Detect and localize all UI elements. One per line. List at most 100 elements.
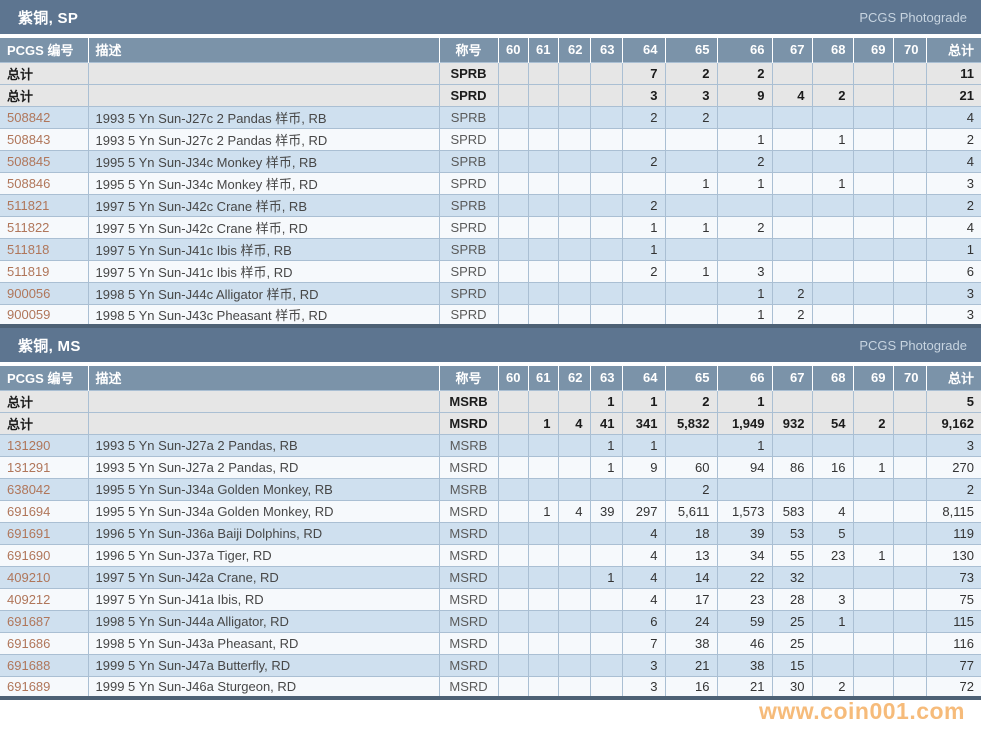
pcgs-number-cell: 508846 <box>0 171 89 195</box>
pcgs-number-link[interactable]: 900059 <box>7 306 51 322</box>
pcgs-number-link[interactable]: 691690 <box>7 547 51 563</box>
pcgs-number-link[interactable]: 131290 <box>7 437 51 453</box>
grade-count-cell: 3 <box>664 83 718 107</box>
grade-count-cell <box>771 149 813 173</box>
coin-description: 1995 5 Yn Sun-J34a Golden Monkey, RB <box>87 477 440 501</box>
grade-count-cell <box>497 411 529 435</box>
grade-count-cell <box>892 411 927 435</box>
pcgs-number-link[interactable]: 691694 <box>7 503 51 519</box>
pcgs-number-link[interactable]: 511821 <box>7 197 50 213</box>
grade-count-cell: 3 <box>811 587 854 611</box>
coin-row: 409212 1997 5 Yn Sun-J41a Ibis, RD MSRD 4 17… <box>0 587 981 611</box>
grade-count-cell <box>497 565 529 589</box>
grade-count-cell <box>811 433 854 457</box>
pcgs-number-cell: 691694 <box>0 499 89 523</box>
grade-count-cell <box>589 83 623 107</box>
grade-count-cell <box>557 477 591 501</box>
grade-count-cell <box>527 455 559 479</box>
grade-count-cell <box>771 433 813 457</box>
coin-row: 131291 1993 5 Yn Sun-J27a 2 Pandas, RD MSR… <box>0 455 981 479</box>
grade-count-cell <box>589 149 623 173</box>
grade-count-cell <box>621 477 666 501</box>
grade-count-cell <box>892 675 927 699</box>
coin-description: 1993 5 Yn Sun-J27c 2 Pandas 样币, RB <box>87 105 440 129</box>
pcgs-number-link[interactable]: 508842 <box>7 109 51 125</box>
coin-row: 511822 1997 5 Yn Sun-J42c Crane 样币, RD SPR… <box>0 215 981 239</box>
grade-count-cell <box>852 193 894 217</box>
pcgs-number-link[interactable]: 508846 <box>7 175 51 191</box>
total-row-label: 总计 <box>0 61 89 85</box>
total-row-label: 总计 <box>0 411 89 435</box>
grade-count-cell <box>852 609 894 633</box>
grade-count-cell <box>497 303 529 327</box>
grade-count-cell <box>892 631 927 655</box>
grade-count-cell <box>497 281 529 305</box>
grade-count-cell <box>557 149 591 173</box>
pcgs-number-link[interactable]: 511818 <box>7 241 50 257</box>
grade-count-cell: 18 <box>664 521 718 545</box>
col-header-grade-70: 70 <box>892 38 926 62</box>
coin-row: 691686 1998 5 Yn Sun-J43a Pheasant, RD MSR… <box>0 631 981 655</box>
pcgs-number-cell: 900059 <box>0 303 89 327</box>
grade-count-cell <box>589 61 623 85</box>
pcgs-number-link[interactable]: 131291 <box>7 459 51 475</box>
pcgs-number-link[interactable]: 691689 <box>7 678 51 694</box>
pcgs-number-link[interactable]: 638042 <box>7 481 51 497</box>
grade-count-cell <box>892 543 927 567</box>
grade-count-cell <box>497 587 529 611</box>
designation-cell: MSRD <box>438 455 499 479</box>
grade-count-cell: 1 <box>716 127 773 151</box>
pcgs-number-link[interactable]: 900056 <box>7 285 51 301</box>
grade-count-cell <box>852 477 894 501</box>
grade-count-cell <box>497 259 529 283</box>
grade-count-cell <box>892 389 927 413</box>
pcgs-number-link[interactable]: 691686 <box>7 635 51 651</box>
designation-cell: SPRD <box>438 215 499 239</box>
pcgs-number-link[interactable]: 511819 <box>7 263 50 279</box>
section-ms: 紫铜, MS PCGS Photograde PCGS 编号 描述 称号 60 61 62… <box>0 328 981 700</box>
grade-count-cell <box>557 83 591 107</box>
pcgs-number-link[interactable]: 508845 <box>7 153 51 169</box>
pcgs-number-link[interactable]: 508843 <box>7 131 51 147</box>
grade-count-cell <box>811 149 854 173</box>
grade-count-cell: 30 <box>771 675 813 699</box>
pcgs-number-link[interactable]: 409210 <box>7 569 51 585</box>
grade-count-cell <box>892 237 927 261</box>
grade-count-cell: 46 <box>716 631 773 655</box>
row-total-cell: 3 <box>925 281 981 305</box>
grade-count-cell: 1 <box>811 609 854 633</box>
grade-count-cell <box>892 259 927 283</box>
grade-count-cell: 4 <box>621 543 666 567</box>
population-table-sp: PCGS 编号 描述 称号 60 61 62 63 64 65 66 67 68 69 70 总计 总计 SPR… <box>0 38 981 328</box>
row-total-cell: 2 <box>925 193 981 217</box>
pcgs-number-link[interactable]: 691688 <box>7 657 51 673</box>
grade-count-cell: 23 <box>716 587 773 611</box>
grade-count-cell <box>811 215 854 239</box>
pcgs-number-cell: 508842 <box>0 105 89 129</box>
pcgs-number-link[interactable]: 691691 <box>7 525 51 541</box>
grade-count-cell <box>892 609 927 633</box>
total-row-sprd: 总计 SPRD 3 3 9 4 2 21 <box>0 83 981 107</box>
designation-cell: MSRD <box>438 543 499 567</box>
grade-count-cell <box>621 171 666 195</box>
grade-count-cell <box>852 653 894 677</box>
grade-count-cell: 583 <box>771 499 813 523</box>
grade-count-cell <box>892 127 927 151</box>
grade-count-cell <box>811 237 854 261</box>
grade-count-cell <box>852 215 894 239</box>
section-header-band: 紫铜, MS PCGS Photograde <box>0 328 981 362</box>
pcgs-number-link[interactable]: 691687 <box>7 613 51 629</box>
photograde-link[interactable]: PCGS Photograde <box>859 337 967 353</box>
col-header-grade-63: 63 <box>589 366 622 390</box>
empty-description-cell <box>87 411 440 435</box>
coin-row: 508846 1995 5 Yn Sun-J34c Monkey 样币, RD SP… <box>0 171 981 195</box>
grade-count-cell: 1 <box>527 499 559 523</box>
pcgs-number-link[interactable]: 409212 <box>7 591 51 607</box>
pcgs-number-cell: 508845 <box>0 149 89 173</box>
photograde-link[interactable]: PCGS Photograde <box>859 9 967 25</box>
grade-count-cell <box>589 587 623 611</box>
pcgs-number-cell: 511821 <box>0 193 89 217</box>
grade-count-cell <box>892 499 927 523</box>
pcgs-number-link[interactable]: 511822 <box>7 219 50 235</box>
